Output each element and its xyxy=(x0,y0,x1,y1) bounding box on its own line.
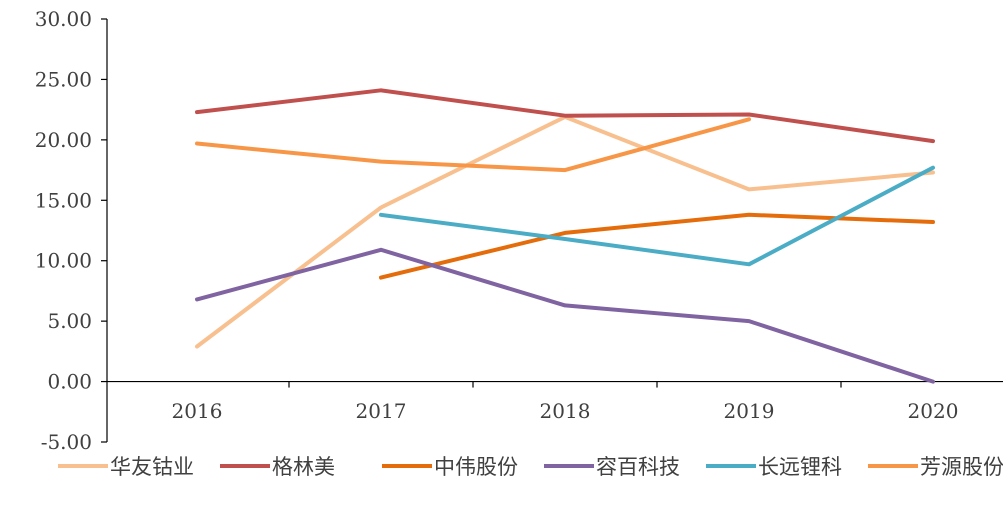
series-line-4 xyxy=(195,247,935,384)
series-lines xyxy=(195,88,935,384)
y-tick-label: 10.00 xyxy=(35,249,92,273)
legend-label: 华友钴业 xyxy=(110,455,194,479)
x-tick-label: 2018 xyxy=(540,399,591,423)
legend: 华友钴业 格林美 中伟股份 容百科技 长远锂科 芳源股份 xyxy=(58,455,1003,479)
legend-label: 长远锂科 xyxy=(758,455,842,479)
legend-label: 格林美 xyxy=(272,455,335,479)
y-tick-label: 25.00 xyxy=(35,67,92,91)
series-line-5 xyxy=(379,165,935,267)
legend-label: 容百科技 xyxy=(596,455,680,479)
x-tick-label: 2016 xyxy=(172,399,223,423)
series-line-3 xyxy=(379,212,935,280)
series-line-6 xyxy=(195,117,751,173)
y-tick-label: 20.00 xyxy=(35,128,92,152)
y-tick-label: -5.00 xyxy=(41,430,92,454)
legend-label: 芳源股份 xyxy=(920,455,1003,479)
y-axis: -5.00 0.00 5.00 10.00 15.00 20.00 25.00 30.00 xyxy=(35,7,108,454)
y-tick-label: 30.00 xyxy=(35,7,92,31)
y-tick-label: 15.00 xyxy=(35,188,92,212)
legend-label: 中伟股份 xyxy=(434,455,518,479)
y-tick-label: 5.00 xyxy=(47,309,92,333)
x-axis: 2016 2017 2018 2019 2020 xyxy=(107,380,1003,423)
x-tick-label: 2017 xyxy=(356,399,407,423)
x-tick-label: 2020 xyxy=(908,399,959,423)
y-tick-label: 0.00 xyxy=(47,370,92,394)
series-line-2 xyxy=(195,88,935,144)
x-tick-label: 2019 xyxy=(724,399,775,423)
